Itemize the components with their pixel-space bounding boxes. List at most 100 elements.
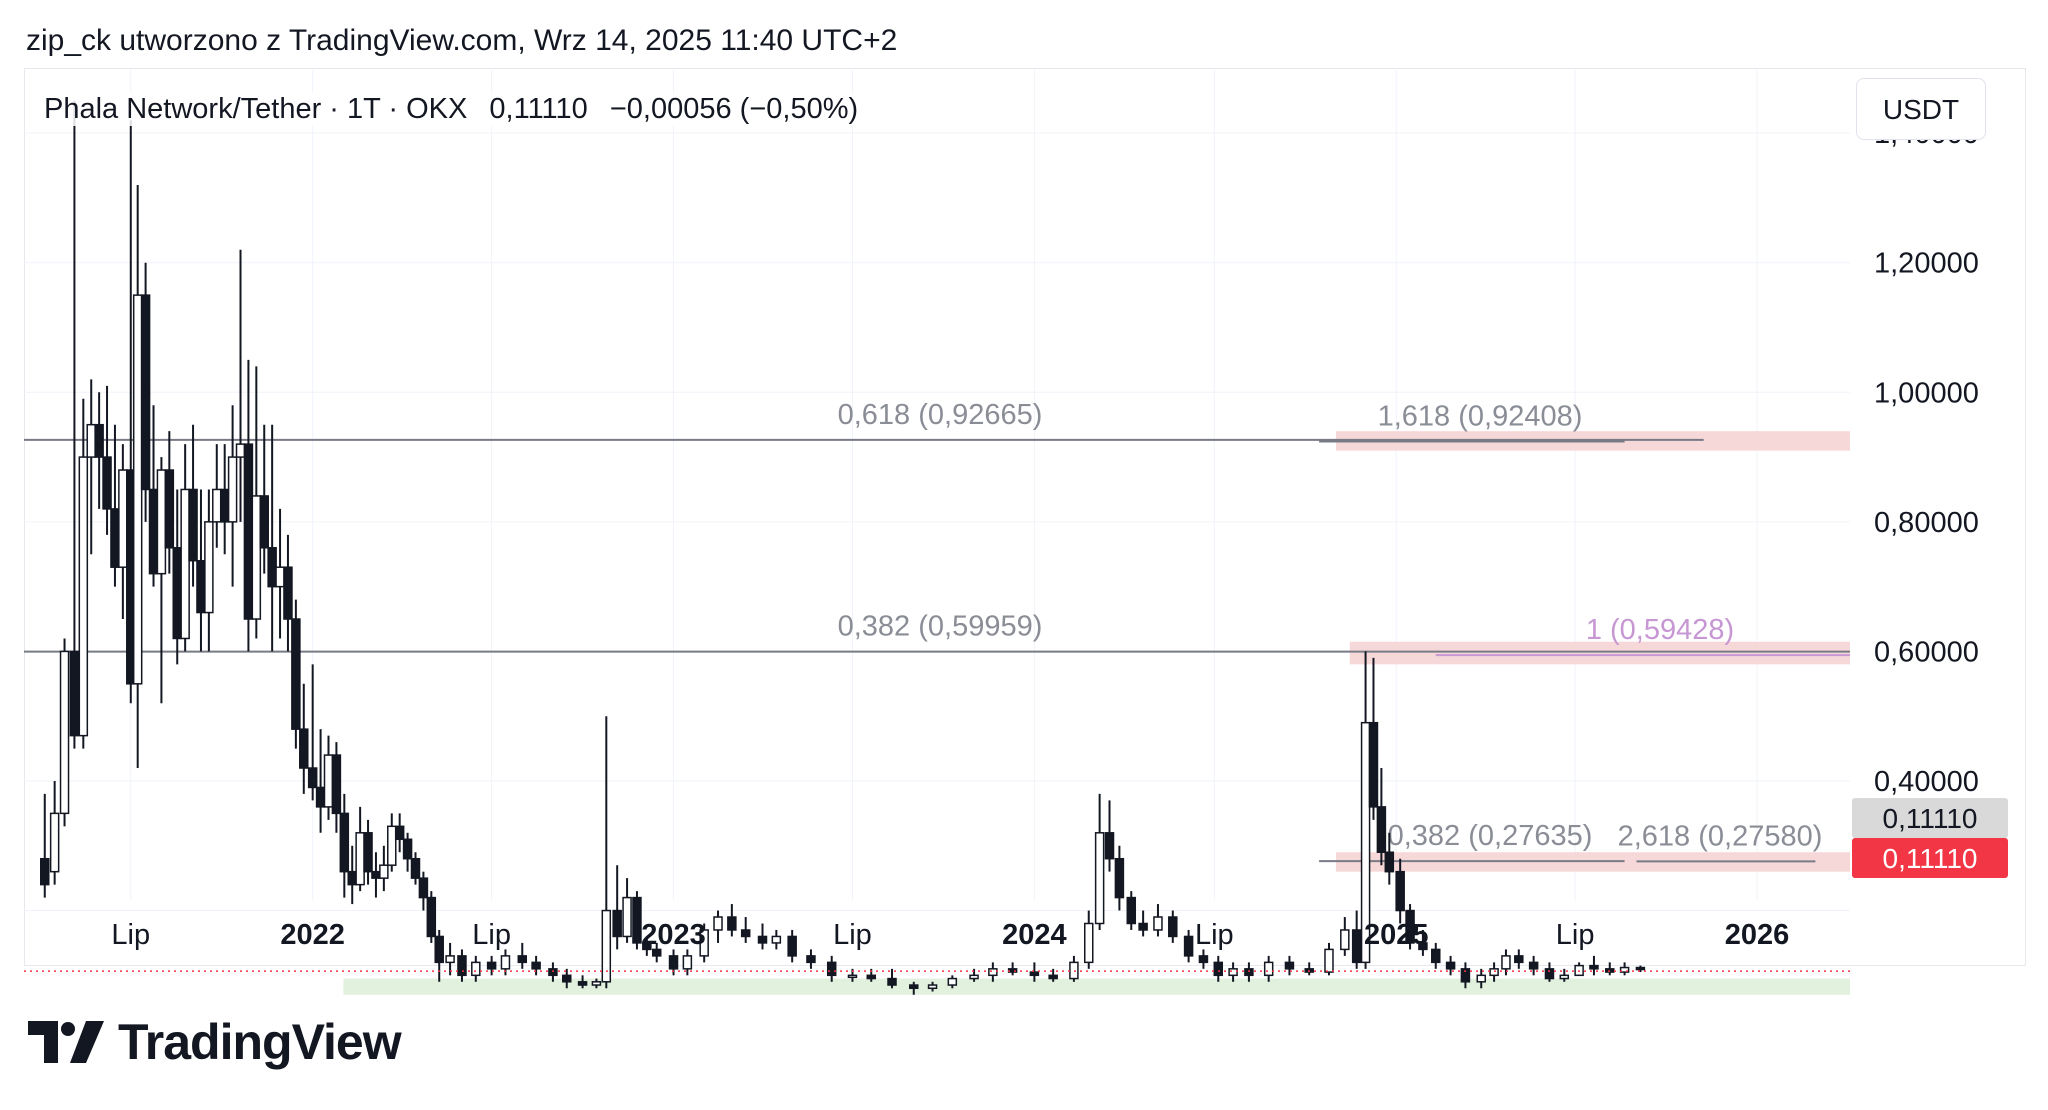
candle-body-down xyxy=(740,929,751,938)
candle-body-down xyxy=(1514,955,1524,964)
candle-body-down xyxy=(267,547,277,588)
candle-body-up xyxy=(323,754,334,808)
candle-body-down xyxy=(1114,857,1125,899)
symbol-legend[interactable]: Phala Network/Tether · 1T · OKX 0,11110 … xyxy=(44,93,873,126)
candle-body-down xyxy=(188,488,198,562)
candle-body-up xyxy=(1476,974,1486,983)
candle-body-down xyxy=(1528,961,1539,970)
price-change: −0,00056 (−0,50%) xyxy=(609,93,859,125)
candle-body-up xyxy=(1360,721,1371,964)
candle-body-down xyxy=(299,728,309,769)
current-price-tag: 0,11110 xyxy=(1883,803,1978,834)
candle-body-down xyxy=(243,443,254,620)
time-axis[interactable]: Lip 2022 Lip 2023 Lip 2024 Lip 2025 Lip 2026 xyxy=(111,919,1789,951)
candle-body-up xyxy=(699,929,709,957)
candle-body-up xyxy=(1489,968,1499,977)
candle-body-up xyxy=(387,825,397,866)
candle-body-down xyxy=(887,977,897,986)
current-price-tag-bg xyxy=(1852,798,2008,838)
candle-body-down xyxy=(486,961,497,970)
candle-body-up xyxy=(1228,968,1238,977)
candle-body-up xyxy=(927,984,938,990)
candle-body-down xyxy=(259,495,269,549)
candle-body-down xyxy=(632,896,642,944)
time-axis-tick-label: 2026 xyxy=(1725,919,1790,951)
candle-body-down xyxy=(642,942,652,951)
candle-body-down xyxy=(331,754,342,815)
candle-body-down xyxy=(826,961,837,977)
fib-level-label: 2,618 (0,27580) xyxy=(1618,820,1823,852)
candle-body-up xyxy=(847,974,858,979)
candle-body-up xyxy=(988,968,998,977)
candle-body-up xyxy=(771,935,782,944)
symbol-name[interactable]: Phala Network/Tether · 1T · OKX xyxy=(44,93,468,125)
candle-body-down xyxy=(402,838,413,860)
last-price: 0,11110 xyxy=(489,93,588,125)
candle-body-down xyxy=(612,909,622,938)
candle-body-down xyxy=(94,423,104,458)
price-axis[interactable]: 1,400001,200001,000000,800000,600000,400… xyxy=(1874,118,1979,798)
candle-body-down xyxy=(1376,806,1387,853)
candle-body-down xyxy=(1244,968,1254,977)
candle-body-down xyxy=(40,857,50,886)
candle-body-down xyxy=(909,984,919,990)
candle-body-down xyxy=(172,547,182,640)
candle-body-up xyxy=(591,981,602,986)
tradingview-logo[interactable]: TradingView xyxy=(28,1012,402,1072)
time-axis-tick-label: Lip xyxy=(1556,919,1595,951)
candle-body-down xyxy=(339,812,350,873)
candle-body-down xyxy=(148,488,159,575)
candle-body-down xyxy=(1589,964,1599,970)
candles xyxy=(40,100,1646,995)
candle-body-down xyxy=(1544,968,1555,980)
price-tags: 0,11110 0,11110 xyxy=(1852,798,2008,878)
candle-body-down xyxy=(668,955,679,970)
candle-body-up xyxy=(682,955,693,970)
candle-body-down xyxy=(1029,971,1040,977)
candlestick-chart[interactable]: 0,618 (0,92665) 0,382 (0,59959) 1,618 (0,9… xyxy=(0,0,2048,1000)
candle-body-down xyxy=(1368,721,1379,808)
candle-body-down xyxy=(363,832,373,873)
candle-body-down xyxy=(562,974,572,983)
candle-body-down xyxy=(577,981,588,986)
fib-levels: 0,618 (0,92665) 0,382 (0,59959) 1,618 (0,9… xyxy=(24,399,1850,863)
candle-body-up xyxy=(622,896,632,938)
candle-body-up xyxy=(1263,961,1274,977)
price-axis-tick-label: 1,20000 xyxy=(1874,248,1979,280)
candle-body-up xyxy=(1340,929,1350,951)
candle-body-down xyxy=(1384,851,1395,873)
candle-body-down xyxy=(1168,916,1178,938)
candle-body-up xyxy=(1324,948,1334,973)
fib-zone xyxy=(1349,641,1850,665)
chart-frame[interactable] xyxy=(24,68,2026,966)
candle-body-up xyxy=(1153,916,1163,931)
fib-level-label: 0,382 (0,59959) xyxy=(838,611,1043,643)
candle-body-down xyxy=(1198,955,1209,964)
candle-body-up xyxy=(227,456,238,523)
candle-body-down xyxy=(1104,832,1115,860)
candle-body-down xyxy=(1445,961,1456,970)
candle-body-down xyxy=(410,857,421,879)
candle-body-down xyxy=(1351,929,1362,964)
time-axis-tick-label: 2023 xyxy=(641,919,706,951)
candle-body-up xyxy=(235,443,246,458)
candle-body-up xyxy=(204,521,214,614)
currency-selector[interactable]: USDT xyxy=(1856,78,1986,140)
candle-body-down xyxy=(1183,935,1194,957)
time-axis-tick-label: Lip xyxy=(472,919,511,951)
candle-body-up xyxy=(947,977,958,986)
candle-body-down xyxy=(727,916,737,931)
candle-body-down xyxy=(1284,961,1295,970)
candle-body-down xyxy=(371,870,381,879)
candle-body-down xyxy=(102,456,112,510)
candle-body-up xyxy=(251,495,262,620)
candle-body-up xyxy=(1084,922,1094,964)
candle-body-up xyxy=(78,456,89,737)
candle-body-up xyxy=(275,566,285,588)
candle-body-up xyxy=(601,909,612,983)
candle-body-down xyxy=(219,488,230,523)
time-axis-tick-label: 2025 xyxy=(1364,919,1429,951)
candle-body-down xyxy=(757,935,768,944)
candle-body-down xyxy=(69,650,80,737)
time-axis-tick-label: 2024 xyxy=(1002,919,1067,951)
